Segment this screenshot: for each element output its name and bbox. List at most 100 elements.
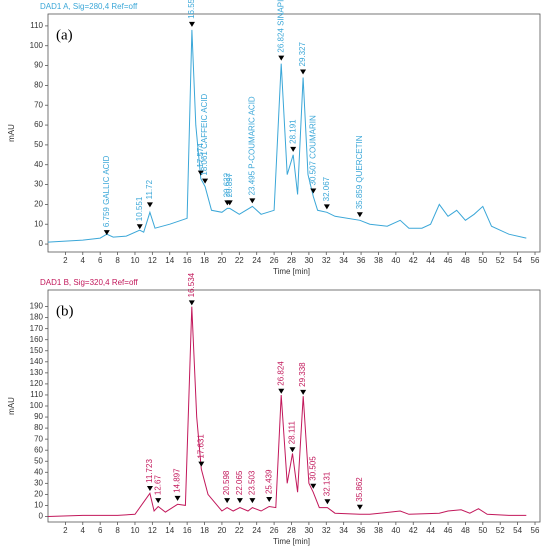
peak-label: 11.72 xyxy=(145,179,154,199)
peak-label: 30.507 COUMARIN xyxy=(308,115,317,185)
y-tick-label: 70 xyxy=(34,100,43,109)
peak-label: 30.505 xyxy=(308,456,317,481)
trace-line xyxy=(47,29,527,243)
peak-marker xyxy=(188,21,195,27)
x-tick-label: 4 xyxy=(81,256,86,265)
y-tick-label: 50 xyxy=(34,456,43,465)
peak-marker xyxy=(290,146,297,152)
x-tick-label: 8 xyxy=(115,526,120,535)
peak-label: 20.622 xyxy=(222,172,231,197)
x-tick-label: 16 xyxy=(183,526,192,535)
peak-label: 20.598 xyxy=(222,470,231,495)
peak-label: 25.439 xyxy=(264,469,273,494)
x-tick-label: 26 xyxy=(270,526,279,535)
y-tick-label: 60 xyxy=(34,445,43,454)
x-tick-label: 46 xyxy=(444,526,453,535)
plot-frame xyxy=(47,13,541,253)
peak-marker xyxy=(356,504,363,510)
x-tick-label: 12 xyxy=(148,256,157,265)
peak-marker xyxy=(323,204,330,210)
y-axis-title: mAU xyxy=(7,124,16,142)
peak-label: 14.897 xyxy=(173,468,182,493)
x-tick-label: 22 xyxy=(235,526,244,535)
x-tick-label: 54 xyxy=(513,526,522,535)
x-tick-label: 10 xyxy=(131,256,140,265)
x-tick-label: 28 xyxy=(287,256,296,265)
peak-label: 29.327 xyxy=(298,41,307,66)
peak-label: 10.551 xyxy=(135,196,144,221)
x-tick-label: 16 xyxy=(183,256,192,265)
peak-label: 23.503 xyxy=(248,470,257,495)
y-tick-label: 80 xyxy=(34,423,43,432)
x-tick-label: 26 xyxy=(270,256,279,265)
x-tick-label: 6 xyxy=(98,526,103,535)
x-axis-title: Time [min] xyxy=(273,267,310,276)
y-axis-title: mAU xyxy=(7,397,16,415)
x-tick-label: 18 xyxy=(200,256,209,265)
panel-label: (b) xyxy=(56,303,74,319)
peak-marker xyxy=(226,200,233,206)
x-tick-label: 50 xyxy=(478,256,487,265)
peak-label: 29.338 xyxy=(298,362,307,387)
peak-label: 22.065 xyxy=(235,470,244,495)
y-tick-label: 60 xyxy=(34,120,43,129)
peak-marker xyxy=(266,497,273,503)
peak-marker xyxy=(310,188,317,194)
x-tick-label: 42 xyxy=(409,526,418,535)
x-tick-label: 14 xyxy=(165,256,174,265)
plot-frame xyxy=(47,289,541,523)
peak-marker xyxy=(356,212,363,218)
peak-label: 16.554 CHLOROGENIC ACID xyxy=(187,0,196,19)
x-tick-label: 56 xyxy=(531,256,540,265)
trace-line xyxy=(47,306,527,517)
x-tick-label: 6 xyxy=(98,256,103,265)
x-tick-label: 48 xyxy=(461,526,470,535)
x-tick-label: 40 xyxy=(391,526,400,535)
x-tick-label: 20 xyxy=(217,256,226,265)
peak-marker xyxy=(278,388,285,394)
x-tick-label: 48 xyxy=(461,256,470,265)
x-tick-label: 38 xyxy=(374,526,383,535)
y-tick-label: 110 xyxy=(30,390,43,399)
y-tick-label: 100 xyxy=(30,401,44,410)
peak-label: 17.574 xyxy=(196,143,205,168)
y-tick-label: 30 xyxy=(34,180,43,189)
peak-marker xyxy=(198,461,205,467)
x-tick-label: 18 xyxy=(200,526,209,535)
x-tick-label: 2 xyxy=(63,256,68,265)
y-tick-label: 100 xyxy=(30,41,44,50)
y-tick-label: 110 xyxy=(30,21,43,30)
peak-marker xyxy=(202,178,209,184)
y-tick-label: 130 xyxy=(30,368,44,377)
peak-label: 23.495 P-COUMARIC ACID xyxy=(247,96,256,195)
peak-marker xyxy=(236,498,243,504)
y-tick-label: 90 xyxy=(34,61,43,70)
x-tick-label: 20 xyxy=(217,526,226,535)
peak-label: 18.061 CAFFEIC ACID xyxy=(200,94,209,176)
x-tick-label: 30 xyxy=(304,526,313,535)
x-tick-label: 34 xyxy=(339,256,348,265)
peak-marker xyxy=(300,69,307,75)
peak-marker xyxy=(278,55,285,61)
x-tick-label: 34 xyxy=(339,526,348,535)
y-tick-label: 0 xyxy=(39,512,44,521)
x-tick-label: 22 xyxy=(235,256,244,265)
y-tick-label: 40 xyxy=(34,160,43,169)
peak-marker xyxy=(249,498,256,504)
peak-label: 35.862 xyxy=(355,477,364,502)
y-tick-label: 10 xyxy=(34,219,43,228)
x-tick-label: 36 xyxy=(357,256,366,265)
y-tick-label: 20 xyxy=(34,489,43,498)
y-tick-label: 160 xyxy=(30,335,44,344)
y-tick-label: 30 xyxy=(34,478,43,487)
x-tick-label: 8 xyxy=(115,256,120,265)
panel-header: DAD1 B, Sig=320,4 Ref=off xyxy=(40,278,138,287)
x-tick-label: 2 xyxy=(63,526,68,535)
x-tick-label: 14 xyxy=(165,526,174,535)
x-tick-label: 30 xyxy=(304,256,313,265)
peak-label: 32.131 xyxy=(323,471,332,496)
x-tick-label: 46 xyxy=(444,256,453,265)
peak-label: 16.534 xyxy=(187,272,196,297)
peak-label: 26.824 xyxy=(276,361,285,386)
x-tick-label: 56 xyxy=(531,526,540,535)
